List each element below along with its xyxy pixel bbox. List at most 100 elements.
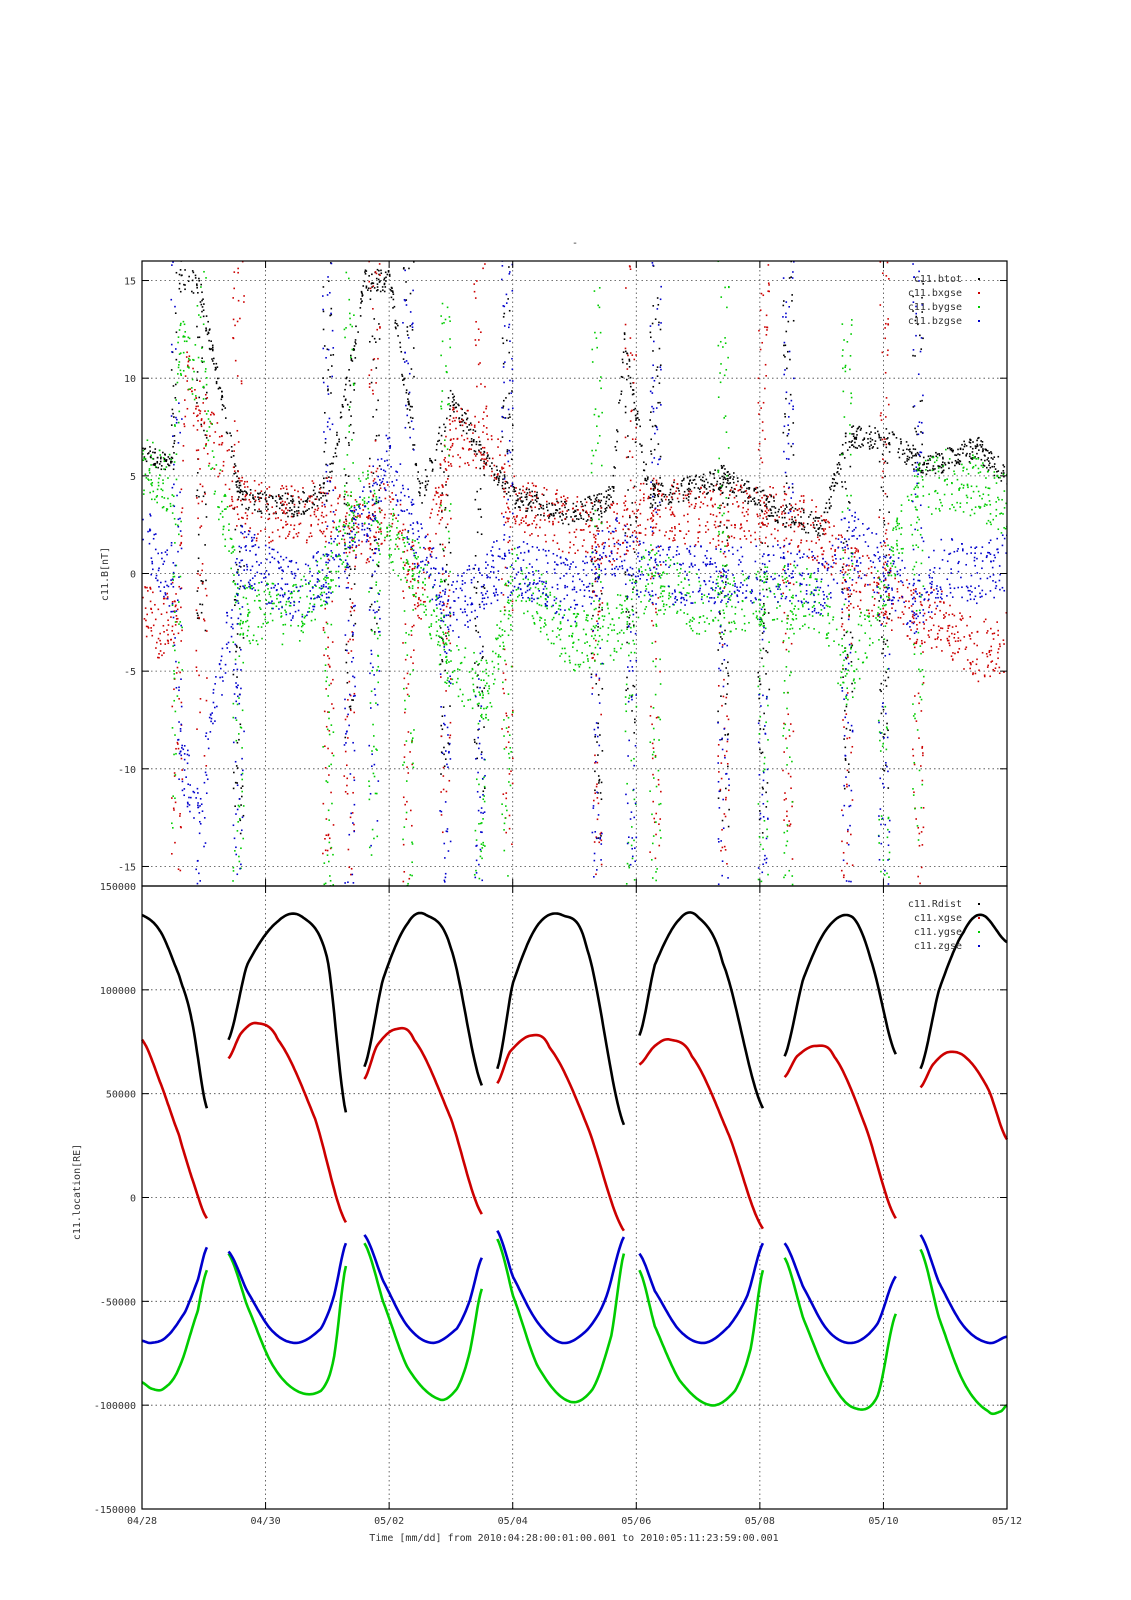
data-point: [941, 461, 944, 464]
data-point: [791, 805, 793, 808]
data-point: [444, 632, 447, 634]
data-point: [324, 521, 327, 523]
data-point: [658, 844, 661, 847]
data-point: [276, 597, 278, 600]
data-point: [368, 560, 370, 563]
data-point: [424, 486, 427, 489]
data-point: [918, 832, 921, 835]
data-point: [913, 791, 915, 794]
data-point: [476, 757, 479, 760]
data-point: [378, 465, 381, 467]
data-point: [765, 516, 768, 518]
data-point: [878, 616, 881, 618]
data-point: [887, 318, 889, 320]
data-point: [657, 783, 660, 786]
data-point: [536, 612, 539, 615]
data-point: [891, 607, 893, 609]
data-point: [503, 495, 505, 498]
data-point: [355, 342, 357, 345]
data-point: [540, 604, 543, 607]
data-point: [555, 602, 557, 605]
data-point: [295, 533, 298, 535]
data-point: [167, 619, 169, 622]
data-point: [344, 750, 347, 753]
data-point: [870, 624, 872, 627]
data-point: [499, 470, 501, 472]
data-point: [195, 666, 198, 669]
data-point: [724, 565, 727, 567]
data-point: [919, 455, 921, 458]
data-point: [890, 619, 893, 622]
data-point: [909, 450, 911, 453]
data-point: [587, 525, 590, 528]
data-point: [828, 507, 831, 510]
data-point: [673, 492, 676, 495]
data-point: [224, 495, 227, 497]
data-point: [530, 495, 533, 497]
data-point: [283, 510, 285, 512]
data-point: [719, 790, 722, 792]
data-point: [554, 493, 557, 495]
data-point: [853, 436, 856, 439]
data-point: [347, 699, 349, 701]
data-point: [659, 477, 661, 479]
data-point: [170, 456, 173, 459]
data-point: [652, 526, 655, 529]
data-point: [917, 227, 919, 229]
data-point: [150, 608, 153, 610]
data-point: [874, 440, 877, 442]
data-point: [993, 474, 996, 477]
data-point: [479, 362, 481, 364]
data-point: [657, 443, 660, 445]
data-point: [648, 600, 650, 602]
data-point: [766, 782, 769, 784]
data-point: [664, 507, 667, 509]
data-point: [328, 490, 331, 492]
data-point: [957, 453, 959, 455]
data-point: [732, 481, 735, 484]
data-point: [329, 471, 331, 473]
data-point: [716, 483, 718, 485]
data-point: [233, 463, 236, 465]
data-point: [844, 759, 847, 761]
data-point: [599, 734, 601, 736]
data-point: [303, 491, 305, 494]
data-point: [622, 361, 624, 364]
data-point: [867, 438, 869, 440]
data-point: [392, 293, 395, 295]
data-point: [359, 315, 362, 317]
data-point: [888, 612, 891, 615]
data-point: [899, 438, 902, 440]
data-point: [770, 512, 773, 514]
data-point: [882, 490, 885, 492]
data-point: [762, 401, 765, 404]
data-point: [232, 673, 235, 676]
data-point: [996, 621, 998, 623]
data-point: [213, 413, 215, 416]
data-point: [920, 204, 922, 206]
data-point: [788, 825, 791, 827]
data-point: [741, 608, 743, 611]
data-point: [809, 576, 812, 579]
data-point: [915, 202, 917, 204]
data-point: [469, 428, 472, 431]
data-point: [372, 552, 375, 555]
data-point: [487, 438, 489, 441]
data-point: [503, 476, 506, 478]
data-point: [767, 509, 770, 512]
data-point: [712, 485, 715, 487]
data-point: [928, 636, 931, 638]
data-point: [300, 513, 303, 515]
data-point: [822, 533, 824, 535]
data-point: [304, 500, 307, 502]
data-point: [917, 323, 919, 326]
data-point: [375, 434, 378, 437]
data-point: [992, 458, 994, 460]
data-point: [762, 728, 765, 731]
data-point: [761, 786, 764, 789]
data-point: [439, 663, 442, 665]
data-point: [441, 509, 443, 512]
data-point: [325, 540, 327, 543]
data-point: [378, 507, 381, 509]
data-point: [786, 367, 788, 370]
